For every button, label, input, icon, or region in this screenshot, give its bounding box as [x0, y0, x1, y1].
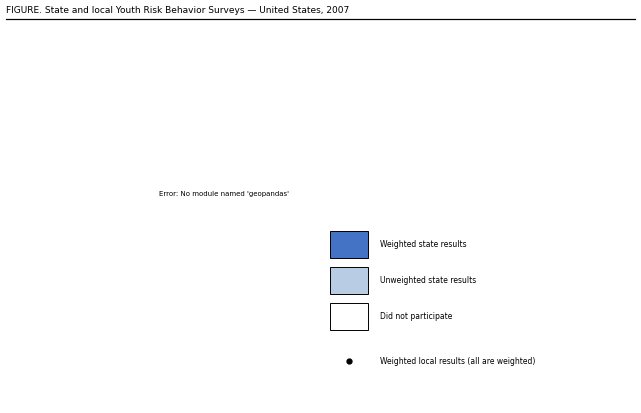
- Text: Unweighted state results: Unweighted state results: [380, 276, 476, 285]
- Text: Did not participate: Did not participate: [380, 312, 453, 321]
- Text: Weighted local results (all are weighted): Weighted local results (all are weighted…: [380, 357, 535, 366]
- Text: FIGURE. State and local Youth Risk Behavior Surveys — United States, 2007: FIGURE. State and local Youth Risk Behav…: [6, 6, 349, 15]
- Text: Weighted state results: Weighted state results: [380, 240, 467, 249]
- Text: Error: No module named 'geopandas': Error: No module named 'geopandas': [160, 191, 289, 197]
